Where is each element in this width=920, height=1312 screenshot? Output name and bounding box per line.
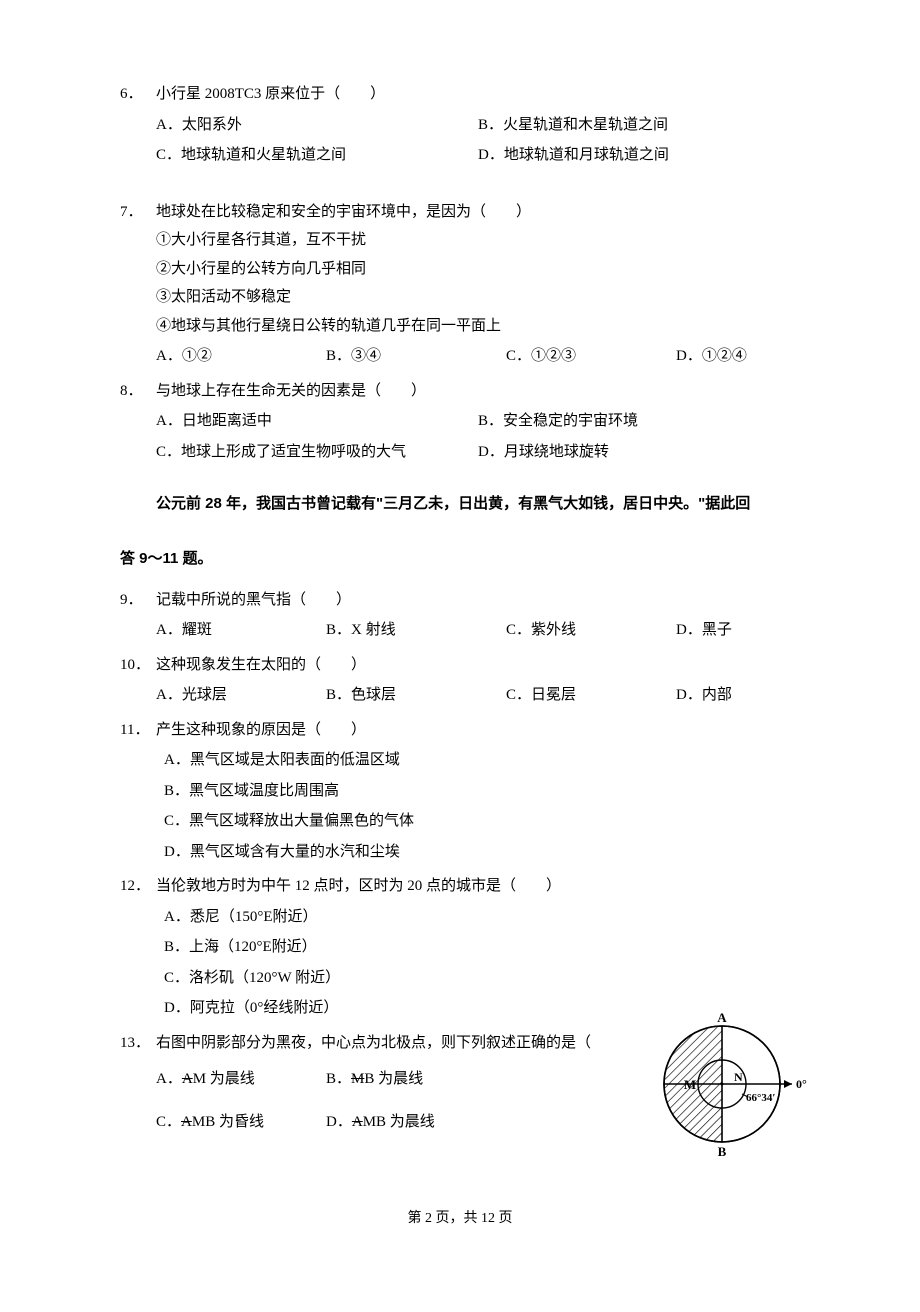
q8-text: 与地球上存在生命无关的因素是（ ） [156, 377, 800, 406]
q6-option-b: B．火星轨道和木星轨道之间 [478, 111, 800, 140]
q12-option-a: A．悉尼（150°E附近） [120, 903, 800, 932]
q8-number: 8． [120, 377, 156, 406]
q11-option-b: B．黑气区域温度比周围高 [120, 777, 800, 806]
diagram-label-lat: 66°34′ [746, 1092, 776, 1104]
question-8: 8． 与地球上存在生命无关的因素是（ ） A．日地距离适中 B．安全稳定的宇宙环… [120, 377, 800, 467]
diagram-label-m: M [684, 1077, 696, 1092]
question-12: 12． 当伦敦地方时为中午 12 点时，区时为 20 点的城市是（ ） A．悉尼… [120, 872, 800, 1023]
q12-option-b: B．上海（120°E附近） [120, 933, 800, 962]
question-7: 7． 地球处在比较稳定和安全的宇宙环境中，是因为（ ） ①大小行星各行其道，互不… [120, 198, 800, 371]
question-13: 13． 右图中阴影部分为黑夜，中心点为北极点，则下列叙述正确的是（ A．AM 为… [120, 1029, 800, 1137]
q7-stmt-2: ②大小行星的公转方向几乎相同 [120, 255, 800, 284]
q7-option-d: D．①②④ [676, 342, 816, 371]
q10-text: 这种现象发生在太阳的（ ） [156, 651, 800, 680]
diagram-label-b: B [718, 1144, 727, 1159]
q7-option-b: B．③④ [326, 342, 506, 371]
q6-number: 6． [120, 80, 156, 109]
q7-stmt-3: ③太阳活动不够稳定 [120, 283, 800, 312]
q7-stmt-1: ①大小行星各行其道，互不干扰 [120, 226, 800, 255]
q12-option-c: C．洛杉矶（120°W 附近） [120, 964, 800, 993]
q9-text: 记载中所说的黑气指（ ） [156, 586, 800, 615]
q10-option-c: C．日冕层 [506, 681, 676, 710]
q9-option-b: B．X 射线 [326, 616, 506, 645]
passage-line-2: 答 9～11 题。 [120, 545, 800, 574]
question-6: 6． 小行星 2008TC3 原来位于（ ） A．太阳系外 B．火星轨道和木星轨… [120, 80, 800, 170]
question-9: 9． 记载中所说的黑气指（ ） A．耀斑 B．X 射线 C．紫外线 D．黑子 [120, 586, 800, 645]
q11-option-d: D．黑气区域含有大量的水汽和尘埃 [120, 838, 800, 867]
q12-text: 当伦敦地方时为中午 12 点时，区时为 20 点的城市是（ ） [156, 872, 800, 901]
page-footer: 第 2 页，共 12 页 [120, 1206, 800, 1233]
q13-option-b: B．MB 为晨线 [326, 1065, 423, 1094]
q6-option-c: C．地球轨道和火星轨道之间 [156, 141, 478, 170]
q13-option-a: A．AM 为晨线 [156, 1065, 326, 1094]
diagram-label-n: N [734, 1070, 743, 1084]
q8-option-c: C．地球上形成了适宜生物呼吸的大气 [156, 438, 478, 467]
question-10: 10． 这种现象发生在太阳的（ ） A．光球层 B．色球层 C．日冕层 D．内部 [120, 651, 800, 710]
q9-option-c: C．紫外线 [506, 616, 676, 645]
q9-option-d: D．黑子 [676, 616, 816, 645]
q7-stmt-4: ④地球与其他行星绕日公转的轨道几乎在同一平面上 [120, 312, 800, 341]
q10-option-b: B．色球层 [326, 681, 506, 710]
q10-number: 10． [120, 651, 156, 680]
q11-option-a: A．黑气区域是太阳表面的低温区域 [120, 746, 800, 775]
q12-number: 12． [120, 872, 156, 901]
q13-number: 13． [120, 1029, 156, 1058]
q9-option-a: A．耀斑 [156, 616, 326, 645]
q11-option-c: C．黑气区域释放出大量偏黑色的气体 [120, 807, 800, 836]
q11-text: 产生这种现象的原因是（ ） [156, 716, 800, 745]
q7-text: 地球处在比较稳定和安全的宇宙环境中，是因为（ ） [156, 198, 800, 227]
polar-diagram: A B M N 0° 66°34′ [650, 1009, 810, 1170]
diagram-label-a: A [717, 1010, 727, 1025]
diagram-label-0: 0° [796, 1077, 807, 1091]
q9-number: 9． [120, 586, 156, 615]
passage-line-1: 公元前 28 年，我国古书曾记载有"三月乙未，日出黄，有黑气大如钱，居日中央。"… [120, 484, 800, 523]
q6-option-a: A．太阳系外 [156, 111, 478, 140]
q11-number: 11． [120, 716, 156, 745]
q10-option-a: A．光球层 [156, 681, 326, 710]
q13-option-d: D．AMB 为晨线 [326, 1108, 435, 1137]
q10-option-d: D．内部 [676, 681, 816, 710]
q7-option-a: A．①② [156, 342, 326, 371]
q7-option-c: C．①②③ [506, 342, 676, 371]
q8-option-b: B．安全稳定的宇宙环境 [478, 407, 800, 436]
q8-option-d: D．月球绕地球旋转 [478, 438, 800, 467]
question-11: 11． 产生这种现象的原因是（ ） A．黑气区域是太阳表面的低温区域 B．黑气区… [120, 716, 800, 867]
q6-option-d: D．地球轨道和月球轨道之间 [478, 141, 800, 170]
q7-number: 7． [120, 198, 156, 227]
q13-option-c: C．AMB 为昏线 [156, 1108, 326, 1137]
q8-option-a: A．日地距离适中 [156, 407, 478, 436]
q6-text: 小行星 2008TC3 原来位于（ ） [156, 80, 800, 109]
